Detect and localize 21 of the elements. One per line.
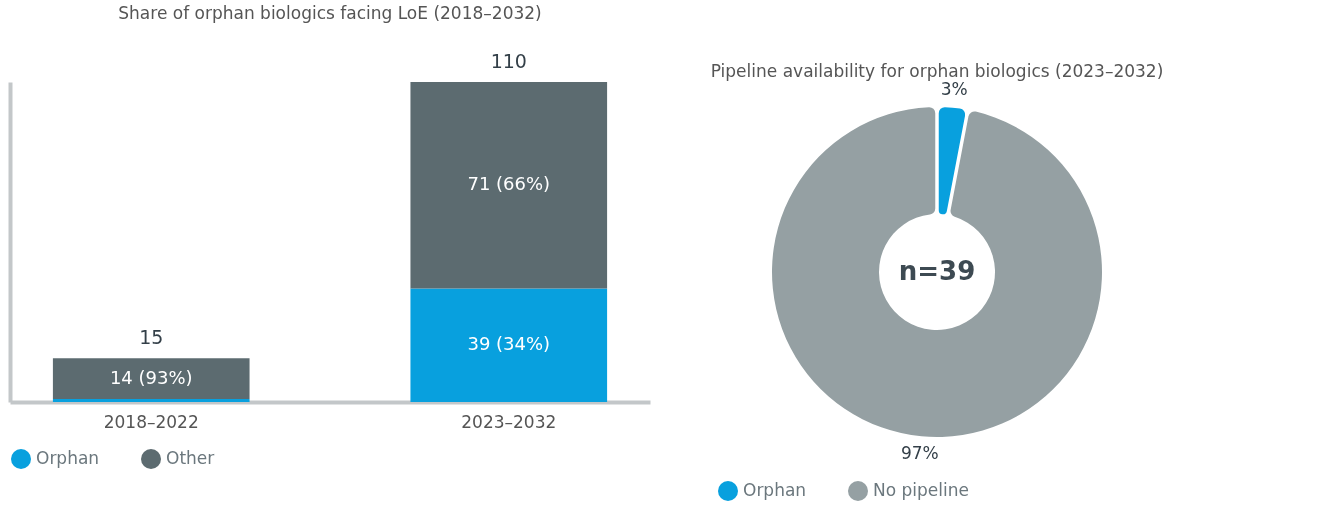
legend-label: Other [166, 448, 215, 468]
donut-slice [938, 107, 966, 215]
bar [410, 82, 608, 289]
bar [52, 399, 250, 402]
data-label: 71 (66%) [467, 173, 551, 195]
legend-label: No pipeline [873, 480, 969, 500]
bar [410, 288, 608, 402]
total-label: 110 [490, 50, 527, 72]
x-tick-label: 2023–2032 [461, 411, 557, 432]
bar [52, 358, 250, 400]
data-label: 39 (34%) [467, 333, 551, 355]
text: n=39 [898, 256, 976, 286]
total-label: 15 [139, 326, 164, 349]
data-label: 97% [900, 443, 939, 464]
chart-title: Pipeline availability for orphan biologics (2023–2032) [710, 60, 1164, 81]
data-label: 3% [940, 78, 968, 99]
legend-label: Orphan [743, 480, 807, 500]
chart-title: Share of orphan biologics facing LoE (2018–2032) [118, 3, 542, 23]
x-tick-label: 2018–2022 [103, 411, 199, 432]
data-label: 14 (93%) [109, 366, 193, 388]
legend-label: Orphan [36, 448, 100, 468]
